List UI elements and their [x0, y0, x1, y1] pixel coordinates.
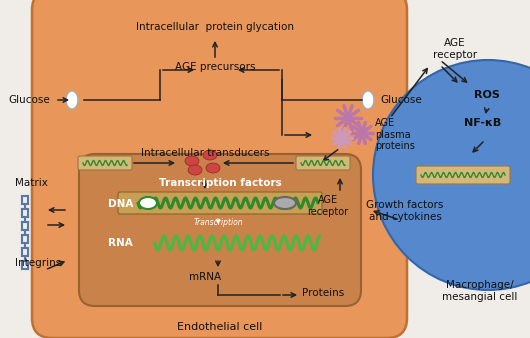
- Ellipse shape: [206, 163, 220, 173]
- Text: Endothelial cell: Endothelial cell: [178, 322, 263, 332]
- Ellipse shape: [203, 150, 217, 160]
- Circle shape: [358, 129, 366, 137]
- Ellipse shape: [185, 156, 199, 166]
- FancyBboxPatch shape: [32, 0, 407, 338]
- Ellipse shape: [139, 197, 157, 209]
- Text: Intracellular  protein glycation: Intracellular protein glycation: [136, 22, 294, 32]
- Text: Integrins: Integrins: [15, 258, 61, 268]
- Text: Glucose: Glucose: [8, 95, 50, 105]
- Ellipse shape: [188, 165, 202, 175]
- Text: DNA: DNA: [108, 199, 134, 209]
- Text: AGE
plasma
proteins: AGE plasma proteins: [375, 118, 415, 151]
- Text: Glucose: Glucose: [380, 95, 422, 105]
- Text: Transcription factors: Transcription factors: [158, 178, 281, 188]
- Text: Macrophage/
mesangial cell: Macrophage/ mesangial cell: [443, 280, 518, 301]
- Text: Proteins: Proteins: [302, 288, 344, 298]
- Text: RNA: RNA: [108, 238, 132, 248]
- FancyBboxPatch shape: [296, 156, 350, 170]
- Ellipse shape: [362, 91, 374, 109]
- Ellipse shape: [66, 91, 78, 109]
- FancyBboxPatch shape: [78, 156, 132, 170]
- FancyBboxPatch shape: [79, 154, 361, 306]
- Text: AGE
receptor: AGE receptor: [307, 195, 349, 217]
- FancyBboxPatch shape: [416, 166, 510, 184]
- Text: Intracellular transducers: Intracellular transducers: [141, 148, 269, 158]
- Text: mRNA: mRNA: [189, 272, 221, 282]
- Text: NF-κB: NF-κB: [464, 118, 501, 128]
- Text: Transcription: Transcription: [193, 218, 243, 227]
- Circle shape: [343, 114, 352, 123]
- Text: Matrix: Matrix: [15, 178, 48, 188]
- Circle shape: [339, 135, 346, 142]
- FancyBboxPatch shape: [118, 192, 322, 214]
- Circle shape: [373, 60, 530, 290]
- Text: ROS: ROS: [474, 90, 500, 100]
- Ellipse shape: [274, 197, 296, 209]
- Text: AGE
receptor: AGE receptor: [433, 38, 477, 59]
- Text: AGE precursors: AGE precursors: [175, 62, 255, 72]
- Text: Growth factors
and cytokines: Growth factors and cytokines: [366, 200, 444, 222]
